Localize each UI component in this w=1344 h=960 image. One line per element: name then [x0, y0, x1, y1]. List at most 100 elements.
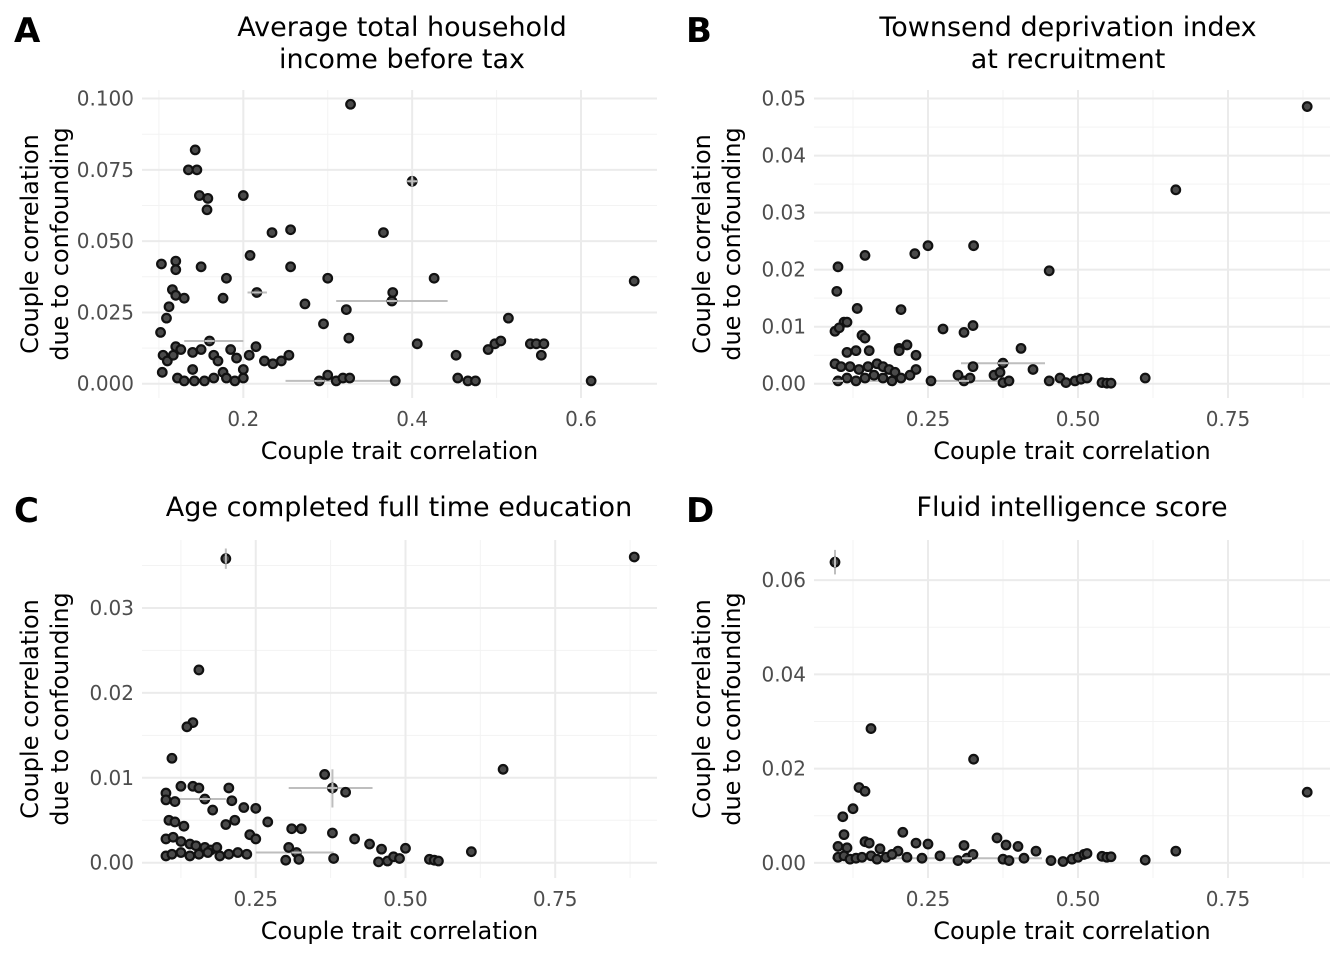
data-point	[1081, 848, 1093, 859]
data-point	[841, 372, 853, 384]
data-point	[967, 849, 979, 860]
data-point	[322, 272, 334, 284]
data-point	[394, 853, 405, 864]
panel-title: Average total household	[237, 12, 566, 43]
data-point	[202, 192, 214, 204]
y-tick-label: 0.01	[89, 766, 134, 790]
data-point	[1015, 342, 1027, 354]
data-point	[283, 349, 295, 361]
data-point	[895, 304, 907, 315]
data-point	[387, 287, 399, 298]
y-axis-title: Couple correlationdue to confounding	[16, 127, 74, 361]
data-point	[208, 372, 220, 384]
data-point	[452, 372, 464, 384]
x-tick-label: 0.4	[396, 407, 428, 431]
data-point	[859, 785, 871, 797]
data-point	[193, 782, 205, 794]
x-tick-label: 0.75	[533, 887, 578, 911]
data-point	[909, 248, 921, 260]
data-point	[1043, 375, 1055, 387]
y-tick-label: 0.00	[89, 851, 134, 875]
data-points	[829, 556, 1313, 867]
data-point	[922, 240, 934, 252]
data-point	[865, 723, 877, 734]
y-tick-label: 0.025	[77, 300, 134, 324]
data-point	[922, 838, 934, 850]
data-point	[319, 768, 331, 780]
data-point	[250, 802, 262, 814]
y-axis-title-line: Couple correlation	[16, 134, 44, 354]
y-tick-label: 0.04	[761, 662, 806, 686]
data-point	[378, 227, 389, 238]
data-point	[349, 833, 360, 845]
data-point	[188, 375, 200, 387]
y-axis-title-line: Couple correlation	[688, 599, 716, 819]
data-point	[364, 838, 375, 850]
data-point	[259, 355, 270, 367]
data-point	[328, 853, 340, 864]
data-point	[968, 753, 979, 765]
data-point	[166, 848, 178, 860]
data-point	[156, 258, 167, 270]
data-point	[250, 341, 262, 353]
data-point	[237, 364, 249, 375]
data-point	[232, 847, 244, 858]
data-point	[221, 272, 232, 284]
data-point	[266, 227, 278, 238]
data-point	[376, 843, 387, 855]
data-point	[212, 355, 224, 367]
y-tick-label: 0.00	[761, 372, 806, 396]
data-point	[904, 369, 916, 381]
data-point	[1170, 845, 1182, 857]
x-tick-label: 0.75	[1206, 407, 1251, 431]
data-point	[223, 782, 235, 794]
data-point	[862, 361, 874, 373]
data-point	[223, 848, 235, 860]
data-point	[850, 345, 862, 357]
data-point	[161, 312, 172, 324]
data-point	[497, 763, 509, 775]
data-point	[1000, 839, 1012, 851]
data-point	[1057, 856, 1069, 867]
data-point	[628, 275, 640, 287]
data-point	[195, 344, 207, 355]
data-point	[193, 664, 205, 676]
y-tick-label: 0.02	[89, 681, 134, 705]
y-axis-title-line: Couple correlation	[16, 599, 44, 819]
data-point	[345, 98, 356, 110]
data-point	[202, 847, 214, 858]
data-point	[841, 316, 853, 328]
data-point	[175, 836, 187, 847]
y-tick-label: 0.02	[761, 258, 806, 282]
data-point	[901, 851, 913, 863]
tick-labels: 0.25 0.50 0.75 0.00 0.01 0.02 0.03	[89, 596, 577, 911]
panel-title: Fluid intelligence score	[916, 492, 1227, 523]
data-point	[1060, 377, 1072, 389]
tick-labels: 0.2 0.4 0.6 0.000 0.025 0.050 0.075 0.100	[77, 87, 597, 431]
y-axis-title-line: due to confounding	[718, 592, 746, 826]
data-point	[214, 850, 226, 862]
data-point	[156, 366, 168, 378]
gridlines	[142, 90, 657, 398]
data-point	[1043, 265, 1055, 277]
x-tick-label: 0.6	[565, 407, 597, 431]
panel-letter: B	[686, 11, 712, 51]
y-tick-label: 0.00	[761, 851, 806, 875]
data-point	[181, 721, 193, 733]
data-point	[859, 332, 871, 344]
data-point	[910, 837, 922, 849]
data-point	[194, 190, 205, 201]
data-point	[1081, 372, 1093, 384]
data-point	[1301, 786, 1313, 798]
data-point	[226, 795, 238, 807]
data-point	[225, 344, 237, 355]
y-axis-title: Couple correlationdue to confounding	[688, 592, 746, 826]
data-point	[389, 375, 401, 387]
data-point	[327, 827, 338, 839]
x-axis-title: Couple trait correlation	[933, 917, 1210, 945]
data-point	[837, 811, 849, 823]
data-point	[241, 848, 253, 860]
data-point	[831, 285, 843, 297]
tick-labels: 0.25 0.50 0.75 0.00 0.01 0.02 0.03 0.04 0.05	[761, 87, 1250, 431]
data-point	[295, 823, 307, 835]
